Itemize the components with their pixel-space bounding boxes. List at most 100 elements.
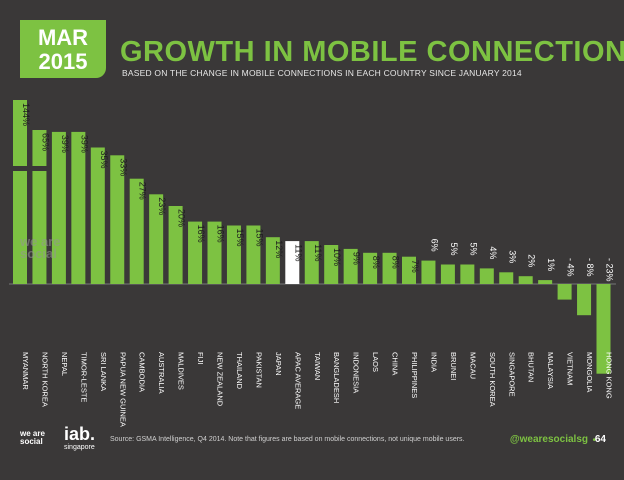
bar [440,264,455,284]
bar [382,252,397,284]
data-label: 35% [99,151,109,169]
data-label: 144% [21,103,31,126]
category-label: PHILIPPINES [410,352,419,398]
data-label: - 4% [566,258,576,277]
category-label: HONG KONG [605,352,614,399]
bar [168,206,183,284]
bar [265,237,280,284]
category-label: SINGAPORE [507,352,516,397]
data-label: 9% [352,252,362,265]
data-label: - 23% [605,258,615,282]
category-label: TAIWAN [313,352,322,380]
category-label: BANGLADESH [332,352,341,403]
data-label: 6% [429,239,439,252]
data-label: 1% [546,258,556,271]
bar [577,284,592,316]
category-label: CAMBODIA [138,352,147,392]
data-label: 16% [216,225,226,243]
category-label: PAKISTAN [254,352,263,388]
data-label: 10% [332,248,342,266]
category-label: BHUTAN [527,352,536,382]
bar [479,268,494,284]
data-label: 8% [371,256,381,269]
data-label: 7% [410,260,420,273]
data-label: 8% [391,256,401,269]
bar [421,260,436,284]
category-label: INDIA [429,352,438,372]
bar [129,178,144,284]
data-label: 39% [60,135,70,153]
category-label: SRI LANKA [99,352,108,391]
bar [596,284,611,374]
data-label: 4% [488,246,498,259]
category-label: VIETNAM [566,352,575,385]
data-label: 2% [527,254,537,267]
category-label: INDONESIA [352,352,361,393]
category-label: TIMOR-LESTE [79,352,88,402]
data-label: 16% [196,225,206,243]
category-label: SOUTH KOREA [488,352,497,407]
category-label: MALDIVES [177,352,186,390]
bar [363,252,378,284]
data-label: - 8% [585,258,595,277]
bar [557,284,572,300]
bar [324,245,339,284]
category-label: FIJI [196,352,205,365]
bar [460,264,475,284]
bar [51,131,66,284]
data-label: 65% [40,133,50,151]
data-label: 15% [235,229,245,247]
bar [538,280,553,284]
category-label: NEW ZEALAND [216,352,225,407]
bar [343,248,358,284]
date-month: MAR [37,25,89,50]
bar [285,241,300,284]
source-note: Source: GSMA Intelligence, Q4 2014. Note… [110,436,465,443]
category-label: MYANMAR [21,352,30,390]
bar-break [12,166,28,171]
bar [110,155,125,284]
data-label: 5% [468,243,478,256]
category-label: BRUNEI [449,352,458,380]
we-are-social-logo: we are social [20,429,45,446]
bar [499,272,514,284]
bar [90,147,105,284]
bar [518,276,533,284]
data-label: 3% [507,250,517,263]
data-label: 33% [118,158,128,176]
category-label: LAOS [371,352,380,372]
page-subtitle: BASED ON THE CHANGE IN MOBILE CONNECTION… [122,68,522,78]
category-label: AUSTRALIA [157,352,166,394]
bar [226,225,241,284]
bar [207,221,222,284]
bar [304,241,319,284]
data-label: 15% [254,229,264,247]
page-number: 64 [594,434,606,445]
bar-break [31,166,48,171]
category-label: MONGOLIA [585,352,594,392]
category-label: APAC AVERAGE [293,352,302,409]
category-label: PAPUA NEW GUINEA [118,352,127,427]
category-label: NORTH KOREA [40,352,49,407]
data-label: 12% [274,240,284,258]
iab-sublabel: singapore [64,444,95,451]
category-label: THAILAND [235,352,244,390]
category-label: MALAYSIA [546,352,555,389]
date-badge: MAR 2015 [20,20,106,78]
category-label: JAPAN [274,352,283,376]
bar [188,221,203,284]
category-label: CHINA [391,352,400,375]
social-handle: @wearesocialsg [509,434,588,445]
date-year: 2015 [38,49,88,74]
data-label: 11% [313,244,323,261]
category-label: NEPAL [60,352,69,376]
data-label: 23% [157,197,167,215]
bar [13,100,27,284]
category-label: MACAU [468,352,477,379]
data-label: 11% [293,244,303,261]
separator-dot: • [592,435,596,446]
page-title: GROWTH IN MOBILE CONNECTIONS [120,36,624,68]
data-label: 27% [138,182,148,200]
bar [402,256,416,284]
